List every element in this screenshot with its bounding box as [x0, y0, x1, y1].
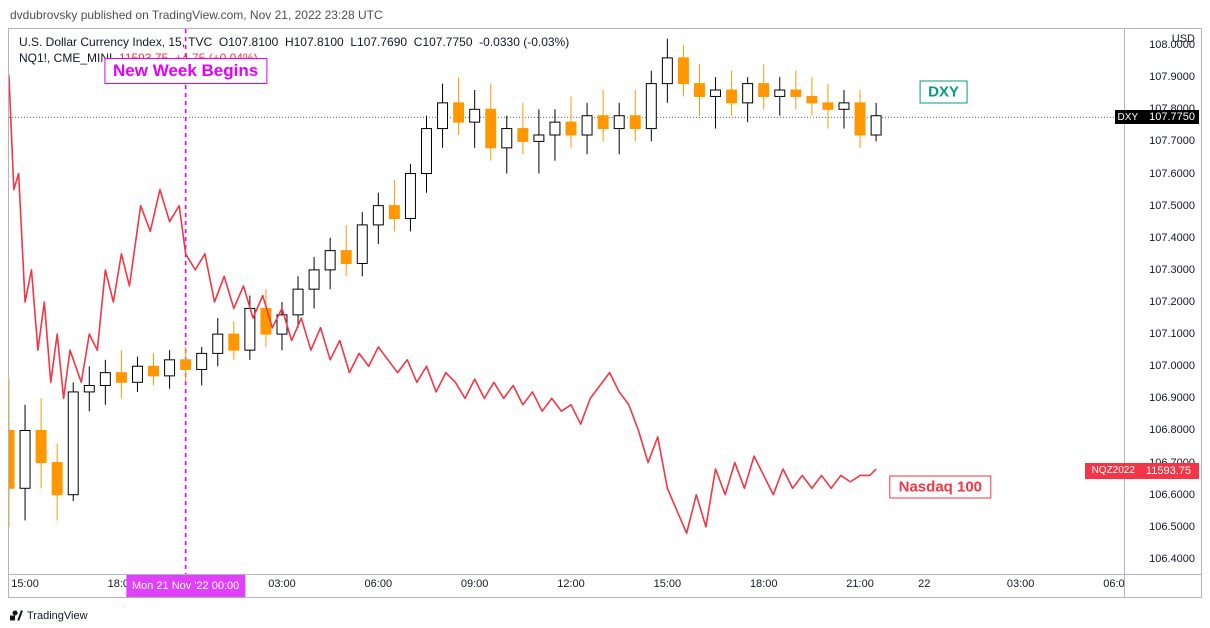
publish-header: dvdubrovsky published on TradingView.com… — [10, 8, 383, 22]
y-tick: 107.7000 — [1149, 135, 1195, 147]
y-axis[interactable]: USD 106.4000106.5000106.6000106.7000106.… — [1124, 29, 1201, 575]
symbol-2: NQ1!, CME_MINI — [19, 51, 112, 65]
y-tick: 106.8000 — [1149, 424, 1195, 436]
ohlc-chg: -0.0330 (-0.03%) — [479, 35, 569, 49]
ohlc-h: 107.8100 — [294, 35, 344, 49]
y-tick: 108.0000 — [1149, 39, 1195, 51]
tradingview-logo: TradingView — [10, 609, 88, 622]
ohlc-c: 107.7750 — [422, 35, 472, 49]
y-tick: 107.5000 — [1149, 200, 1195, 212]
x-tick: 09:00 — [461, 578, 489, 590]
y-tick: 107.6000 — [1149, 168, 1195, 180]
x-tick: 15:00 — [11, 578, 39, 590]
y-tick: 107.4000 — [1149, 232, 1195, 244]
y-tick: 106.5000 — [1149, 521, 1195, 533]
symbol-1: U.S. Dollar Currency Index, 15, TVC — [19, 35, 212, 49]
annotation: New Week Begins — [104, 58, 267, 84]
ohlc-o-label: O — [219, 35, 228, 49]
chart-frame: U.S. Dollar Currency Index, 15, TVC O107… — [8, 28, 1202, 598]
plot-area[interactable]: U.S. Dollar Currency Index, 15, TVC O107… — [9, 29, 1125, 575]
y-tick: 107.1000 — [1149, 328, 1195, 340]
x-tick: 22 — [918, 578, 930, 590]
annotation: Nasdaq 100 — [890, 475, 991, 498]
annotation: DXY — [919, 80, 968, 103]
price-tag: NQZ202211593.75 — [1085, 463, 1199, 479]
ohlc-h-label: H — [285, 35, 294, 49]
x-time-tag: Mon 21 Nov '22 00:00 — [126, 575, 245, 597]
y-tick: 107.0000 — [1149, 360, 1195, 372]
y-tick: 107.2000 — [1149, 296, 1195, 308]
x-tick: 21:00 — [846, 578, 874, 590]
ohlc-o: 107.8100 — [228, 35, 278, 49]
y-tick: 106.9000 — [1149, 392, 1195, 404]
x-tick: 03:00 — [268, 578, 296, 590]
ohlc-l: 107.7690 — [357, 35, 407, 49]
x-axis[interactable]: 15:0018:0003:0006:0009:0012:0015:0018:00… — [9, 574, 1125, 597]
y-tick: 107.3000 — [1149, 264, 1195, 276]
y-tick: 106.6000 — [1149, 489, 1195, 501]
price-tag: DXY107.7750 — [1115, 110, 1199, 124]
x-tick: 18:00 — [750, 578, 778, 590]
x-tick: 15:00 — [654, 578, 682, 590]
x-tick: 06:00 — [365, 578, 393, 590]
y-tick: 107.9000 — [1149, 71, 1195, 83]
x-tick: 03:00 — [1007, 578, 1035, 590]
axis-corner — [1124, 574, 1201, 597]
x-tick: 12:00 — [557, 578, 585, 590]
y-tick: 106.4000 — [1149, 553, 1195, 565]
